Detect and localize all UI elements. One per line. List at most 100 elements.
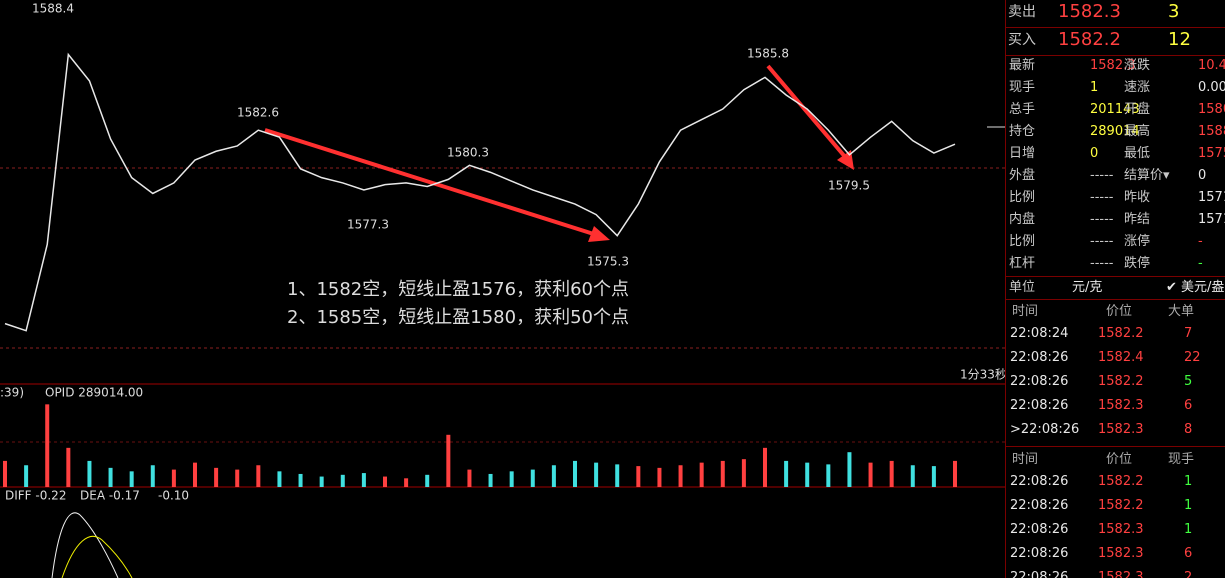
volume-header: OPID 289014.00 [45,386,143,400]
volume-bar [298,473,303,487]
cell: 1582.3 [1098,422,1144,437]
volume-bar [615,464,620,487]
cell: 开盘 [1124,102,1151,117]
cell: 1582.3 [1098,546,1144,561]
volume-bar [171,469,176,487]
cell: 涨停 [1124,234,1151,249]
cell: 时间 [1012,304,1039,319]
volume-bar [678,465,683,487]
volume-bar [847,452,852,487]
volume-bar [45,404,50,487]
volume-header: :39) [0,386,24,400]
volume-bar [340,474,345,487]
cell: 3 [1168,1,1180,22]
arrow-head [588,226,610,242]
volume-bar [66,447,71,487]
volume-bar [193,462,197,487]
cell: 1582.3 [1098,398,1144,413]
cell: 现手 [1168,452,1195,467]
volume-bar [868,462,873,487]
volume-bar [657,467,662,487]
cell: 跌停 [1124,256,1151,271]
cell: 289014 [1090,124,1140,139]
cell: 持仓 [1009,124,1036,139]
cell: 价位 [1106,304,1133,319]
volume-bar [636,466,641,487]
divider [1006,55,1225,56]
divider [1006,276,1225,277]
volume-bar [425,474,430,487]
volume-bar [235,469,240,487]
price-label: 1577.3 [347,218,389,232]
cell: 22:08:26 [1010,546,1069,561]
cell: 1582.4 [1098,350,1144,365]
note: 1、1582空，短线止盈1576，获利60个点 [287,279,629,300]
volume-bar [763,447,767,487]
volume-bar [87,460,92,487]
cell: 1 [1184,522,1193,537]
cell: 内盘 [1009,212,1036,227]
price-label: 1575.3 [587,255,629,269]
cell: 22:08:26 [1010,498,1069,513]
cell: ✔ 美元/盎 [1166,280,1225,295]
price-label: 1585.8 [747,47,789,61]
cell: - [1198,234,1203,249]
volume-bar [573,460,577,487]
cell: 5 [1184,374,1193,389]
cell: 最新 [1009,58,1036,73]
cell: 1580 [1198,102,1225,117]
cell: 10.4/0.6 [1198,58,1225,73]
cell: 6 [1184,398,1193,413]
volume-bar [784,460,789,487]
cell: 比例 [1009,190,1036,205]
cell: - [1198,256,1203,271]
note: 2、1585空，短线止盈1580，获利50个点 [287,307,629,328]
cell: 日增 [1009,146,1036,161]
volume-bar [509,471,514,487]
volume-bar [699,462,704,487]
cell: 22 [1184,350,1201,365]
cell: 22:08:26 [1010,398,1069,413]
volume-bar [108,467,113,487]
cell: 1575 [1198,146,1225,161]
volume-bar [889,460,894,487]
timer: 1分33秒 [960,368,1005,382]
volume-bar [741,459,746,487]
cell: 最高 [1124,124,1151,139]
volume-bar [319,476,324,487]
cell: 6 [1184,546,1193,561]
cell: 比例 [1009,234,1036,249]
cell: 1582.3 [1098,522,1144,537]
cell: 总手 [1009,102,1036,117]
volume-bar [129,471,134,487]
macd-header: DEA -0.17 [80,489,140,503]
cell: 卖出 [1008,4,1036,20]
cell: >22:08:26 [1010,422,1080,437]
cell: 价位 [1106,452,1133,467]
volume-bar [826,464,831,487]
cell: 22:08:26 [1010,570,1069,578]
cell: 大单 [1168,304,1195,319]
volume-bar [383,476,387,487]
cell: 时间 [1012,452,1039,467]
cell: 1582.3 [1098,570,1144,578]
cell: 元/克 [1072,280,1103,295]
cell: 最低 [1124,146,1151,161]
cell: 2 [1184,570,1193,578]
volume-bar [214,467,219,487]
cell: 1582.2 [1098,474,1144,489]
cell: 杠杆 [1009,256,1036,271]
arrow [264,128,601,238]
arrow [766,64,848,160]
macd-header: -0.10 [158,489,189,503]
cell: 1588 [1198,124,1225,139]
cell: 1582.2 [1098,498,1144,513]
cell: ----- [1090,190,1114,205]
volume-bar [551,465,556,487]
cell: 201143 [1090,102,1140,117]
volume-bar [277,471,282,487]
volume-bar [361,473,366,487]
macd-header: DIFF -0.22 [5,489,66,503]
cell: 1 [1184,498,1193,513]
